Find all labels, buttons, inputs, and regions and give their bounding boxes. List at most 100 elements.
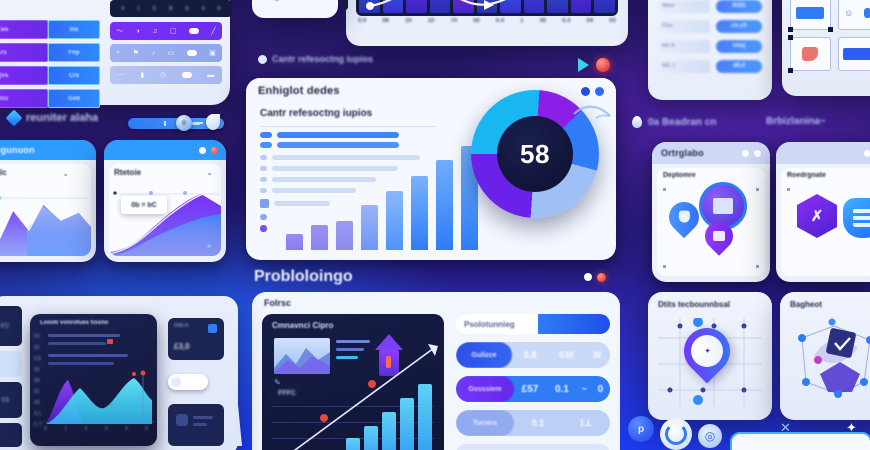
minimize-dot[interactable] xyxy=(584,273,592,281)
left-card-a[interactable]: a Dgunuon tbalc ⌄ xyxy=(0,140,96,262)
swirl-icon[interactable] xyxy=(660,418,692,450)
action-button[interactable]: d0,0 xyxy=(716,60,762,73)
toggle-switch[interactable] xyxy=(168,374,208,390)
wire-block[interactable] xyxy=(788,35,831,73)
control-dot[interactable] xyxy=(742,149,749,157)
chart-bar[interactable] xyxy=(411,176,428,250)
handle[interactable] xyxy=(756,188,759,191)
list-item[interactable] xyxy=(260,132,442,138)
record-icon[interactable] xyxy=(596,58,610,72)
form-row[interactable]: 4RL 1 d0,0 xyxy=(658,60,762,73)
handle[interactable] xyxy=(787,188,790,191)
chart-bar[interactable] xyxy=(336,221,353,250)
dark-analytics-window[interactable]: Loooti vonrofues tissno P2 63 0.8 60 08 … xyxy=(30,314,157,446)
handle[interactable] xyxy=(788,27,793,32)
metric-row[interactable]: Gssssiem £57 0.1 ~ 0 xyxy=(456,376,610,402)
chart-bar[interactable] xyxy=(286,234,303,250)
metric-row[interactable]: Gulizce 0.8 030 III xyxy=(456,342,610,368)
action-button[interactable]: 0t3G xyxy=(716,0,762,13)
list-item[interactable] xyxy=(260,225,442,232)
search-row[interactable]: Psolotunnieg xyxy=(456,314,610,334)
chart-bar[interactable] xyxy=(436,160,453,250)
dock-panel[interactable] xyxy=(730,432,870,450)
control-dot[interactable] xyxy=(864,149,870,157)
diagram-label-card[interactable]: Diagumi xyxy=(252,0,338,18)
control-dot[interactable] xyxy=(595,86,604,96)
chart-bar[interactable] xyxy=(361,205,378,250)
dark-analytics-card[interactable]: Cmnavnci Cipro ✎ FFFC xyxy=(262,314,444,450)
rail-chip[interactable]: P2 xyxy=(0,306,22,346)
list-item[interactable] xyxy=(260,214,442,220)
metric-row-partial[interactable] xyxy=(456,444,610,450)
rail-chip[interactable]: 03 xyxy=(0,382,22,418)
handle[interactable] xyxy=(788,68,793,73)
control-dot[interactable] xyxy=(581,86,590,96)
chart-bar[interactable] xyxy=(400,398,414,450)
play-icon[interactable] xyxy=(578,58,589,72)
chart-bar[interactable] xyxy=(386,191,403,250)
table-row[interactable]: Gvd xyxy=(48,89,100,108)
side-chip[interactable]: RM A £3,0 xyxy=(168,318,224,360)
form-row[interactable]: 0'Ew cn.c0 xyxy=(658,20,762,33)
handle[interactable] xyxy=(827,27,833,32)
list-item[interactable] xyxy=(260,142,442,148)
left-card-b[interactable]: Rtetoie ⌄ xyxy=(104,140,226,262)
table-row[interactable]: Fnp xyxy=(48,43,100,62)
wire-block[interactable] xyxy=(788,0,833,32)
action-button[interactable]: cn.c0 xyxy=(716,20,762,33)
table-row[interactable]: Ins xyxy=(48,20,100,39)
form-row[interactable]: Mix N nnuj xyxy=(658,40,762,53)
window-controls[interactable] xyxy=(742,149,761,157)
window-controls[interactable] xyxy=(581,86,604,96)
close-dot[interactable] xyxy=(211,146,218,154)
form-row[interactable]: Nlime 0t3G xyxy=(658,0,762,13)
chart-bar[interactable] xyxy=(311,225,328,250)
components-card[interactable]: Ortrglabo Deptomre xyxy=(652,142,770,282)
grid-shield-icon[interactable] xyxy=(843,198,870,238)
list-item[interactable] xyxy=(260,166,442,171)
list-item[interactable] xyxy=(260,177,442,182)
pen-tool-icon[interactable] xyxy=(230,384,242,446)
chevron-down-icon[interactable]: ⌄ xyxy=(62,169,69,178)
table-row[interactable]: Ceo xyxy=(0,20,48,39)
location-card[interactable]: Dtits tecbounnbsal ✦ xyxy=(648,292,772,420)
metric-pill[interactable]: Gssssiem xyxy=(456,376,514,402)
toolbar-row[interactable]: ⋯ ▮ ◷ ▬ xyxy=(110,66,222,84)
list-item[interactable] xyxy=(260,155,442,160)
network-card[interactable]: Bagheot xyxy=(780,292,870,420)
table-row[interactable]: Qvs xyxy=(0,66,48,85)
metric-pill[interactable]: Turrers xyxy=(456,410,514,436)
table-row[interactable]: Ers xyxy=(0,43,48,62)
prototyping-window[interactable]: Probloloingo Folrsc Cmnavnci Cipro ✎ xyxy=(240,262,620,450)
window-controls[interactable] xyxy=(199,146,218,154)
compass-hex-icon[interactable]: ✗ xyxy=(797,194,837,238)
chart-bar[interactable] xyxy=(418,384,432,450)
list-item[interactable] xyxy=(260,188,442,193)
close-dot[interactable] xyxy=(597,272,606,282)
rail-chip[interactable] xyxy=(0,351,22,377)
window-controls[interactable] xyxy=(584,272,606,282)
chart-bar[interactable] xyxy=(346,438,360,450)
handle[interactable] xyxy=(756,265,759,268)
toolbar-row[interactable]: 〜 ◑ ♫ ▢ ╱ xyxy=(110,22,222,40)
table-row[interactable]: Crs xyxy=(48,66,100,85)
window-controls[interactable] xyxy=(864,149,870,157)
chevron-down-icon[interactable]: ⌄ xyxy=(206,168,213,177)
handle[interactable] xyxy=(663,265,666,268)
toolbar-row[interactable]: ⌕ ⚑ ♪ ▭ ▣ xyxy=(110,44,222,62)
metric-row[interactable]: Turrers 0.1 1.L xyxy=(456,410,610,436)
toggle-knob[interactable] xyxy=(171,377,181,387)
side-chip-2[interactable] xyxy=(168,404,224,446)
chart-bar[interactable] xyxy=(364,426,378,450)
slider-handle[interactable]: 0 xyxy=(176,115,192,131)
components-card-2[interactable]: Roedrgnate ✗ xyxy=(776,142,870,282)
node-graph-icon[interactable] xyxy=(786,316,870,408)
insights-window[interactable]: Enhiglot dedes Cantr refesoctng iupios xyxy=(246,78,616,260)
minimize-dot[interactable] xyxy=(199,146,206,154)
handle[interactable] xyxy=(663,188,666,191)
metric-pill[interactable]: Gulizce xyxy=(456,342,512,368)
timeline-window[interactable]: 0.0 06 10 10 70 50 0.4 1 30 0.3 04 03 xyxy=(346,0,628,46)
chart-bar[interactable] xyxy=(382,412,396,450)
wire-block[interactable]: ☺ xyxy=(837,0,870,30)
handle[interactable] xyxy=(788,35,793,40)
